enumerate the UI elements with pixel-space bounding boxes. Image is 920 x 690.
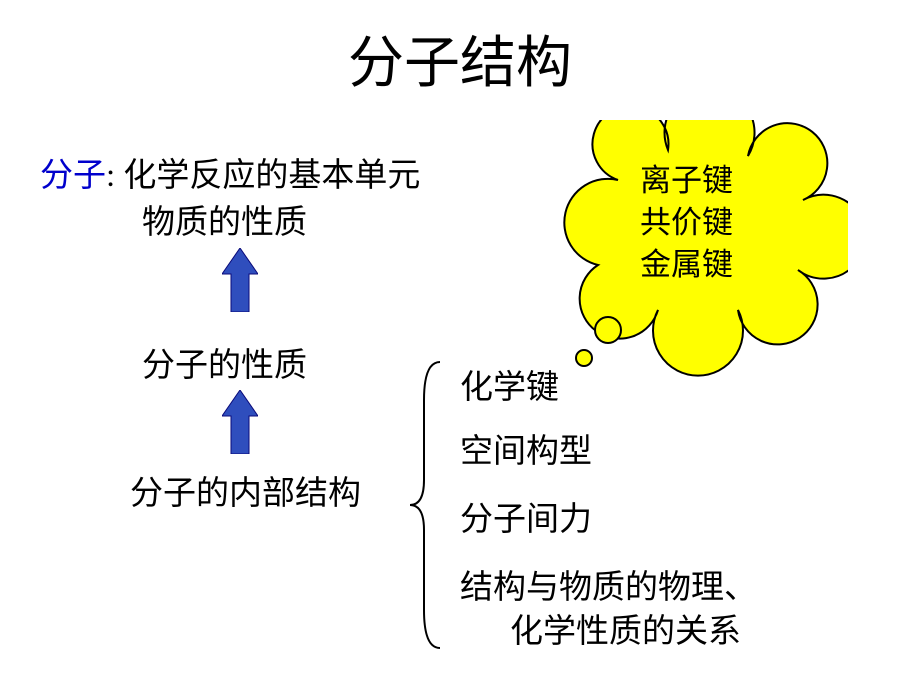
cloud-line-1: 离子键 [640,160,733,202]
list-item-5: 化学性质的关系 [510,604,741,652]
definition-line2: 物质的性质 [142,195,307,243]
brace-icon [408,360,444,655]
title: 分子结构 [0,18,920,99]
definition-sep: : [106,158,123,194]
list-item-2: 空间构型 [460,424,592,472]
title-text: 分子结构 [348,33,572,95]
cloud-line-3: 金属键 [640,244,733,286]
bottom-text: 分子的内部结构 [130,466,361,514]
definition-text1: 化学反应的基本单元 [123,158,420,194]
list-item-3: 分子间力 [460,492,592,540]
cloud-line-2: 共价键 [640,202,733,244]
cloud-text: 离子键 共价键 金属键 [640,160,733,286]
arrow-up-2 [222,390,252,450]
diagram-stage: 分子结构 分子: 化学反应的基本单元 物质的性质 分子的性质 分子的内部结构 化… [0,0,920,690]
arrow-up-1 [222,248,252,308]
list-item-4: 结构与物质的物理、 [460,560,757,608]
definition-line1: 分子: 化学反应的基本单元 [40,148,420,196]
middle-text: 分子的性质 [142,338,307,386]
list-item-1: 化学键 [460,360,559,408]
definition-label: 分子 [40,158,106,194]
